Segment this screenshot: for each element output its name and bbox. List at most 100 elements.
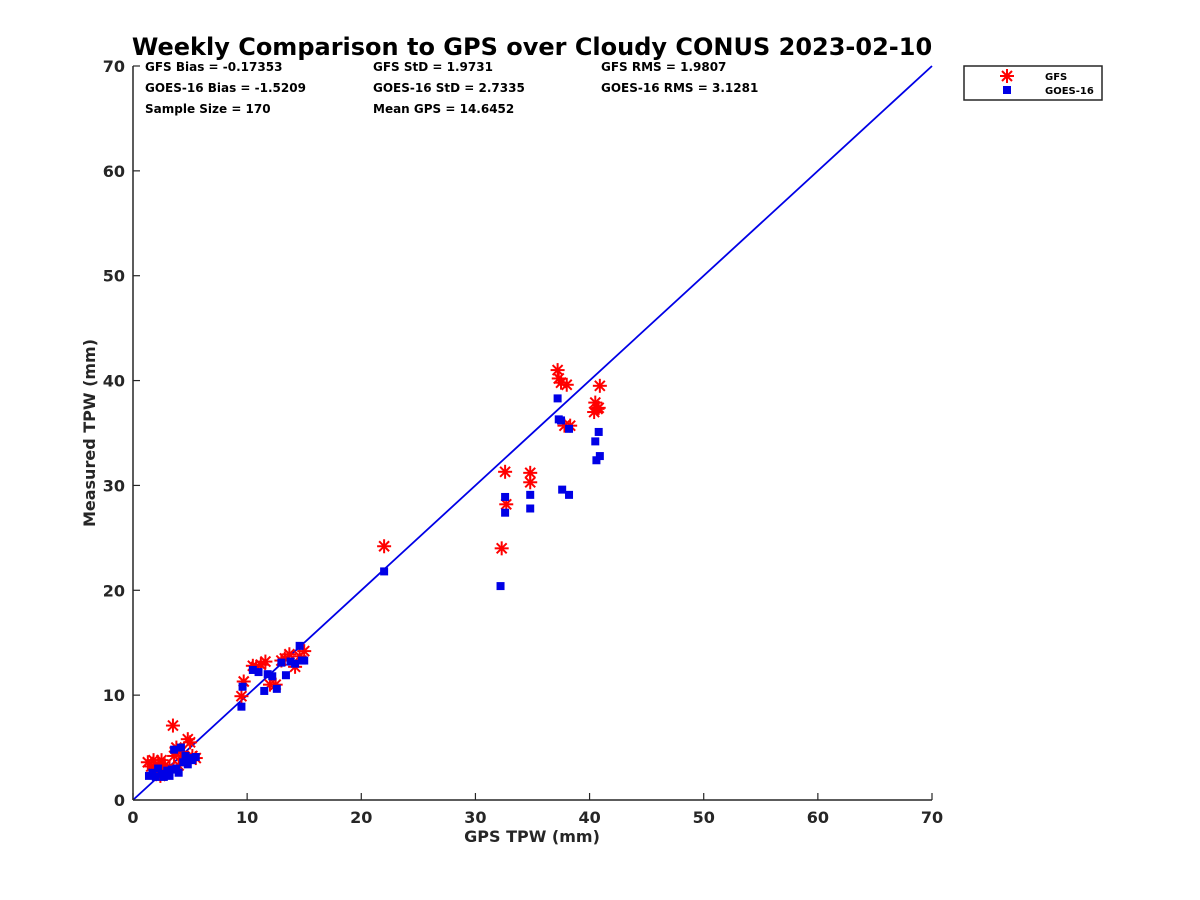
goes16-point xyxy=(176,743,185,752)
gfs-point xyxy=(377,539,392,554)
points-layer xyxy=(140,363,607,783)
goes16-point xyxy=(191,753,200,762)
y-tick-label: 60 xyxy=(103,162,125,181)
stat-gfs-rms: GFS RMS = 1.9807 xyxy=(601,60,726,74)
goes16-point xyxy=(565,424,574,433)
gfs-point xyxy=(592,378,607,393)
goes16-point xyxy=(172,764,181,773)
goes16-point xyxy=(148,768,157,777)
gfs-point xyxy=(591,400,606,415)
legend-goes-marker xyxy=(1003,86,1011,94)
goes16-point xyxy=(163,766,172,775)
goes16-point xyxy=(592,456,601,465)
gfs-point xyxy=(165,718,180,733)
gfs-point xyxy=(297,644,312,659)
y-axis-label: Measured TPW (mm) xyxy=(80,339,99,527)
goes16-point xyxy=(295,641,304,650)
goes16-point xyxy=(237,702,246,711)
stat-goes-std: GOES-16 StD = 2.7335 xyxy=(373,81,525,95)
goes16-point xyxy=(557,416,566,425)
legend-gfs-label: GFS xyxy=(1045,72,1067,83)
stat-gfs-bias: GFS Bias = -0.17353 xyxy=(145,60,282,74)
gfs-point xyxy=(494,541,509,556)
chart-title: Weekly Comparison to GPS over Cloudy CON… xyxy=(132,33,932,61)
gfs-point xyxy=(234,689,249,704)
gfs-point xyxy=(499,497,514,512)
x-tick-label: 50 xyxy=(693,808,715,827)
goes16-point xyxy=(260,686,269,695)
goes16-point xyxy=(286,657,295,666)
legend-box xyxy=(963,65,1103,101)
goes16-point xyxy=(174,768,183,777)
x-tick-label: 40 xyxy=(578,808,600,827)
goes16-point xyxy=(151,772,160,781)
goes16-point xyxy=(380,567,389,576)
goes16-point xyxy=(526,504,535,513)
one-to-one-line xyxy=(132,65,933,801)
goes16-point xyxy=(272,684,281,693)
goes16-point xyxy=(165,771,174,780)
y-tick-label: 20 xyxy=(103,581,125,600)
goes16-point xyxy=(159,772,168,781)
gfs-point xyxy=(559,377,574,392)
goes16-point xyxy=(277,658,286,667)
goes16-point xyxy=(501,508,510,517)
goes16-point xyxy=(268,672,277,681)
goes16-point xyxy=(595,452,604,461)
x-tick-label: 30 xyxy=(464,808,486,827)
goes16-point xyxy=(501,492,510,501)
goes16-point xyxy=(248,665,257,674)
goes16-point xyxy=(591,437,600,446)
legend-gfs-marker xyxy=(1000,69,1014,83)
x-tick-label: 70 xyxy=(921,808,943,827)
y-tick-label: 50 xyxy=(103,267,125,286)
goes16-point xyxy=(183,760,192,769)
goes16-point xyxy=(565,490,574,499)
goes16-point xyxy=(300,656,309,665)
goes16-point xyxy=(553,394,562,403)
y-tick-label: 40 xyxy=(103,372,125,391)
goes16-point xyxy=(167,765,176,774)
legend-goes-label: GOES-16 xyxy=(1045,86,1094,97)
goes16-point xyxy=(170,745,179,754)
goes16-point xyxy=(179,758,188,767)
reference-line-layer xyxy=(132,65,933,801)
x-tick-label: 20 xyxy=(350,808,372,827)
goes16-point xyxy=(496,582,505,591)
y-tick-label: 70 xyxy=(103,57,125,76)
goes16-point xyxy=(291,659,300,668)
goes16-point xyxy=(263,670,272,679)
y-tick-label: 0 xyxy=(114,791,125,810)
goes16-point xyxy=(558,485,567,494)
goes16-point xyxy=(594,427,603,436)
stat-goes-bias: GOES-16 Bias = -1.5209 xyxy=(145,81,306,95)
x-tick-label: 60 xyxy=(807,808,829,827)
stat-mean-gps: Mean GPS = 14.6452 xyxy=(373,102,514,116)
axes xyxy=(132,66,932,801)
goes16-point xyxy=(154,764,163,773)
gfs-point xyxy=(258,654,273,669)
goes16-point xyxy=(238,682,247,691)
gfs-point xyxy=(183,735,198,750)
goes16-point xyxy=(281,671,290,680)
legend: GFS GOES-16 xyxy=(963,65,1103,101)
x-tick-label: 0 xyxy=(127,808,138,827)
stat-sample-size: Sample Size = 170 xyxy=(145,102,271,116)
series-goes16 xyxy=(144,394,604,781)
gfs-point xyxy=(523,475,538,490)
stats-block: GFS Bias = -0.17353 GOES-16 Bias = -1.52… xyxy=(145,60,758,116)
goes16-point xyxy=(181,751,190,760)
stat-gfs-std: GFS StD = 1.9731 xyxy=(373,60,493,74)
y-tick-label: 10 xyxy=(103,686,125,705)
goes16-point xyxy=(254,668,263,677)
x-tick-label: 10 xyxy=(236,808,258,827)
gfs-point xyxy=(498,464,513,479)
series-gfs xyxy=(140,363,607,783)
y-tick-label: 30 xyxy=(103,476,125,495)
ticks-layer: 0 10 20 30 40 50 60 70 0 10 20 30 40 50 60 70 xyxy=(103,57,943,827)
goes16-point xyxy=(526,490,535,499)
gfs-point xyxy=(523,465,538,480)
x-axis-label: GPS TPW (mm) xyxy=(464,827,600,846)
stat-goes-rms: GOES-16 RMS = 3.1281 xyxy=(601,81,758,95)
